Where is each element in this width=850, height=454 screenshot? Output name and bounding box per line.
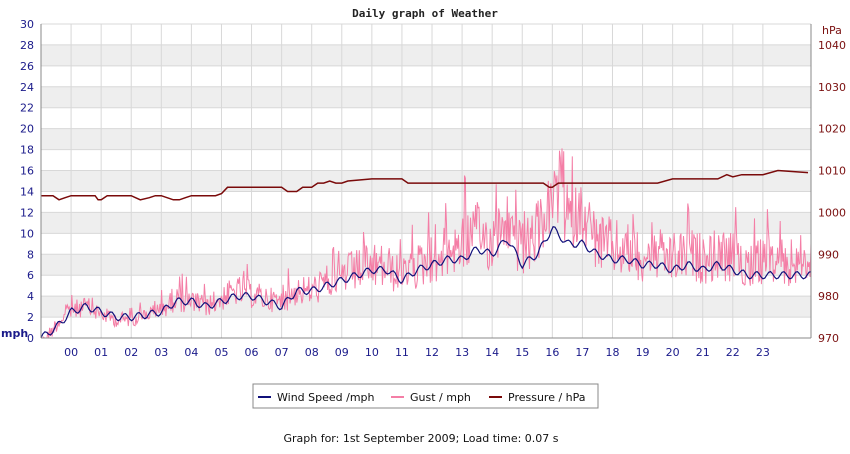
y-left-tick-label: 26: [20, 60, 34, 73]
y-left-tick-label: 20: [20, 123, 34, 136]
x-tick-label: 11: [395, 346, 409, 359]
y-left-tick-label: 16: [20, 165, 34, 178]
x-tick-label: 12: [425, 346, 439, 359]
y-left-tick-label: 28: [20, 39, 34, 52]
y-left-tick-label: 30: [20, 18, 34, 31]
grid-band: [41, 296, 811, 318]
legend-box: [252, 383, 599, 409]
y-right-tick-label: 970: [818, 332, 839, 345]
x-tick-label: 22: [726, 346, 740, 359]
x-tick-label: 09: [335, 346, 349, 359]
x-tick-label: 16: [545, 346, 559, 359]
y-left-tick-label: 24: [20, 81, 34, 94]
series-pressure-line: [41, 169, 809, 201]
x-tick-label: 01: [94, 346, 108, 359]
x-tick-label: 15: [515, 346, 529, 359]
y-left-tick-label: 2: [27, 311, 34, 324]
y-right-tick-label: 1040: [818, 39, 846, 52]
y-right-tick-label: 990: [818, 248, 839, 261]
y-left-tick-label: 10: [20, 227, 34, 240]
x-tick-label: 02: [124, 346, 138, 359]
grid-band: [41, 44, 811, 66]
grid-band: [41, 128, 811, 150]
y-right-tick-label: 980: [818, 290, 839, 303]
chart-title: Daily graph of Weather: [352, 7, 498, 20]
grid-band: [41, 170, 811, 192]
x-tick-label: 07: [275, 346, 289, 359]
series-wind-line: [40, 225, 812, 339]
legend-label-gust: Gust / mph: [410, 391, 471, 404]
y-left-tick-label: 22: [20, 102, 34, 115]
y-right-tick-label: 1030: [818, 81, 846, 94]
plot-gridlines: [41, 23, 811, 339]
y-left-tick-label: 14: [20, 185, 34, 198]
right-axis-unit: hPa: [822, 24, 842, 37]
x-tick-label: 08: [305, 346, 319, 359]
x-tick-label: 14: [485, 346, 499, 359]
legend-label-pressure: Pressure / hPa: [508, 391, 586, 404]
x-tick-label: 13: [455, 346, 469, 359]
y-left-tick-label: 18: [20, 144, 34, 157]
x-tick-label: 04: [184, 346, 198, 359]
y-right-tick-label: 1010: [818, 165, 846, 178]
x-tick-label: 17: [575, 346, 589, 359]
plot-axes: [40, 24, 812, 339]
y-left-tick-label: 0: [27, 332, 34, 345]
x-tick-label: 10: [365, 346, 379, 359]
x-tick-label: 18: [605, 346, 619, 359]
x-tick-label: 20: [666, 346, 680, 359]
plot-bands: [41, 44, 811, 318]
grid-band: [41, 212, 811, 234]
x-tick-label: 23: [756, 346, 770, 359]
x-tick-label: 19: [636, 346, 650, 359]
y-left-tick-label: 8: [27, 248, 34, 261]
tick-labels: 00 01 02 03 04 05 06 07 08 09 10 11 12 13 14 15 16 17 18 19…: [20, 18, 846, 359]
legend-label-wind: Wind Speed /mph: [277, 391, 375, 404]
y-left-tick-label: 4: [27, 290, 34, 303]
x-tick-label: 06: [245, 346, 259, 359]
x-tick-label: 21: [696, 346, 710, 359]
series-gust-line: [41, 148, 812, 339]
y-left-tick-label: 6: [27, 269, 34, 282]
chart-footer: Graph for: 1st September 2009; Load time…: [283, 432, 558, 445]
y-right-tick-label: 1000: [818, 206, 846, 219]
grid-band: [41, 86, 811, 108]
y-right-tick-label: 1020: [818, 123, 846, 136]
left-axis-unit: mph: [1, 327, 28, 340]
x-tick-label: 00: [64, 346, 78, 359]
y-left-tick-label: 12: [20, 206, 34, 219]
legend: Wind Speed /mph Gust / mph Pressure / hP…: [252, 383, 599, 409]
x-tick-label: 03: [154, 346, 168, 359]
plot-series: [40, 148, 812, 339]
x-tick-label: 05: [214, 346, 228, 359]
